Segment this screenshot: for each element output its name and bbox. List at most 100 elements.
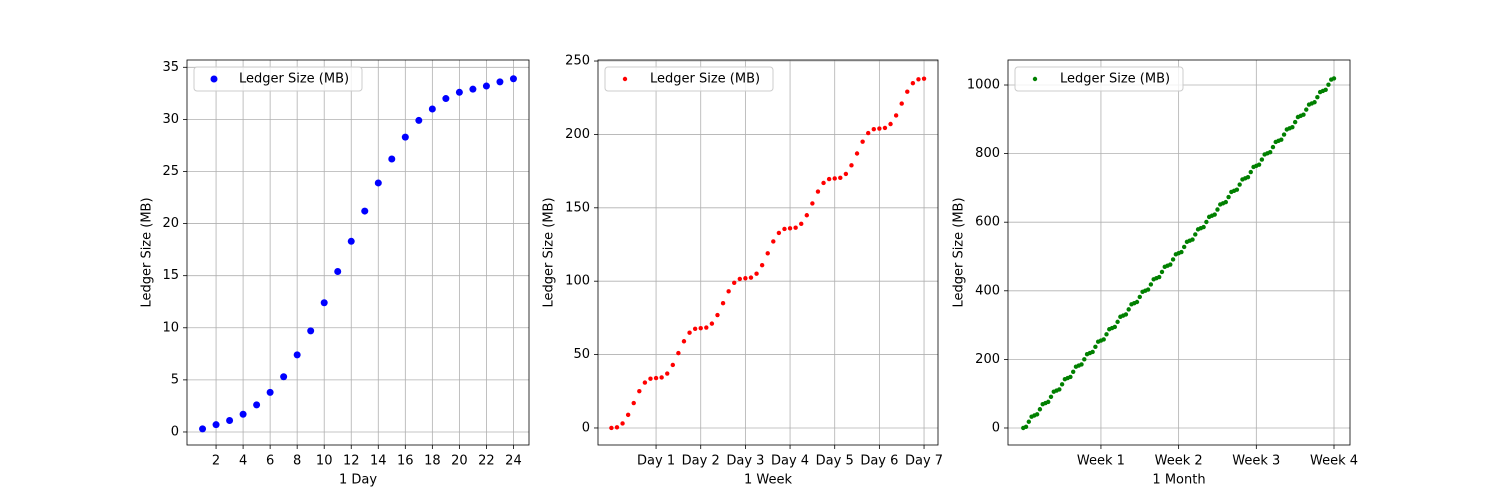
y-tick-label: 800 [975,146,1000,161]
data-point [687,330,692,335]
data-point [1323,87,1328,92]
data-point [921,76,927,81]
data-point [838,175,843,181]
data-point [804,213,810,218]
data-point [1245,174,1251,180]
data-point [1104,332,1109,337]
data-point [771,239,776,244]
data-point [1023,424,1029,430]
x-tick-label: 10 [316,454,333,469]
data-point [882,125,888,131]
data-point [653,375,659,381]
data-point [1226,194,1231,200]
y-tick-label: 10 [162,320,179,335]
data-point [320,299,328,307]
y-tick-label: 400 [975,283,1000,298]
x-tick-label: 16 [397,454,414,469]
data-point [1137,294,1142,300]
x-tick-label: 24 [505,454,522,469]
data-point [293,351,301,359]
data-point [1267,149,1273,155]
y-tick-label: 15 [162,268,179,283]
y-tick-label: 5 [171,372,179,387]
data-point [199,425,207,433]
data-point [765,251,770,256]
y-tick-label: 0 [992,420,1000,435]
data-point [239,410,247,418]
data-point [737,276,743,282]
data-point [1059,382,1065,387]
data-point [1270,144,1276,150]
data-point [888,121,893,127]
data-point [614,425,620,430]
legend-marker [622,76,628,82]
data-point [1190,237,1195,242]
legend-marker [210,75,218,83]
data-point [307,327,315,335]
y-tick-label: 100 [565,274,590,289]
data-point [642,380,648,385]
x-tick-label: 8 [293,454,301,469]
x-axis-label: 1 Week [744,473,792,488]
data-point [732,280,737,285]
data-point [1157,274,1162,280]
data-point [401,133,409,141]
legend: Ledger Size (MB) [193,66,363,92]
y-tick-label: 250 [565,54,590,69]
data-point [1145,287,1151,292]
data-point [648,376,653,381]
data-point [1223,199,1228,205]
data-point [1079,362,1084,367]
x-tick-label: 14 [370,454,387,469]
data-point [916,77,921,82]
y-tick-label: 50 [573,347,590,362]
data-point [609,425,614,431]
data-point [905,89,910,94]
data-point [782,226,787,232]
data-point [347,237,355,245]
data-point [709,321,715,326]
data-point [1292,119,1298,125]
x-tick-label: 4 [239,454,247,469]
data-point [469,85,477,93]
data-point [776,230,782,236]
y-tick-label: 150 [565,200,590,215]
subplot: Day 1 Day 2 Day 3 Day 4 Day 5 Day 6 Day 7 0 50 10… [542,54,944,488]
data-point [1071,369,1076,375]
data-point [1090,349,1095,355]
y-tick-label: 0 [582,420,590,435]
legend-box [193,66,363,92]
legend-label: Ledger Size (MB) [1060,72,1170,87]
data-point [1204,219,1209,225]
data-point [715,312,720,318]
data-point [1082,357,1087,362]
data-point [361,207,369,215]
y-tick-label: 35 [162,60,179,75]
data-point [1281,132,1287,137]
x-axis-label: 1 Day [339,473,377,488]
data-point [455,88,463,96]
y-axis-label: Ledger Size (MB) [952,197,967,307]
data-point [625,412,631,418]
x-tick-label: Week 4 [1310,454,1358,469]
data-point [1101,337,1106,342]
data-point [1315,94,1320,100]
y-tick-label: 1000 [967,78,1000,93]
data-point [810,201,815,206]
data-point [826,176,832,182]
data-point [496,78,504,86]
data-point [692,326,698,331]
data-point [226,417,234,425]
data-point [212,421,220,429]
data-point [1326,82,1331,87]
legend: Ledger Size (MB) [1014,66,1184,92]
data-point [821,180,826,186]
data-point [748,275,754,280]
data-point [793,225,798,230]
data-point [1179,249,1184,255]
data-point [1168,262,1173,267]
data-point [1126,307,1131,312]
data-point [665,371,670,376]
y-tick-label: 600 [975,215,1000,230]
